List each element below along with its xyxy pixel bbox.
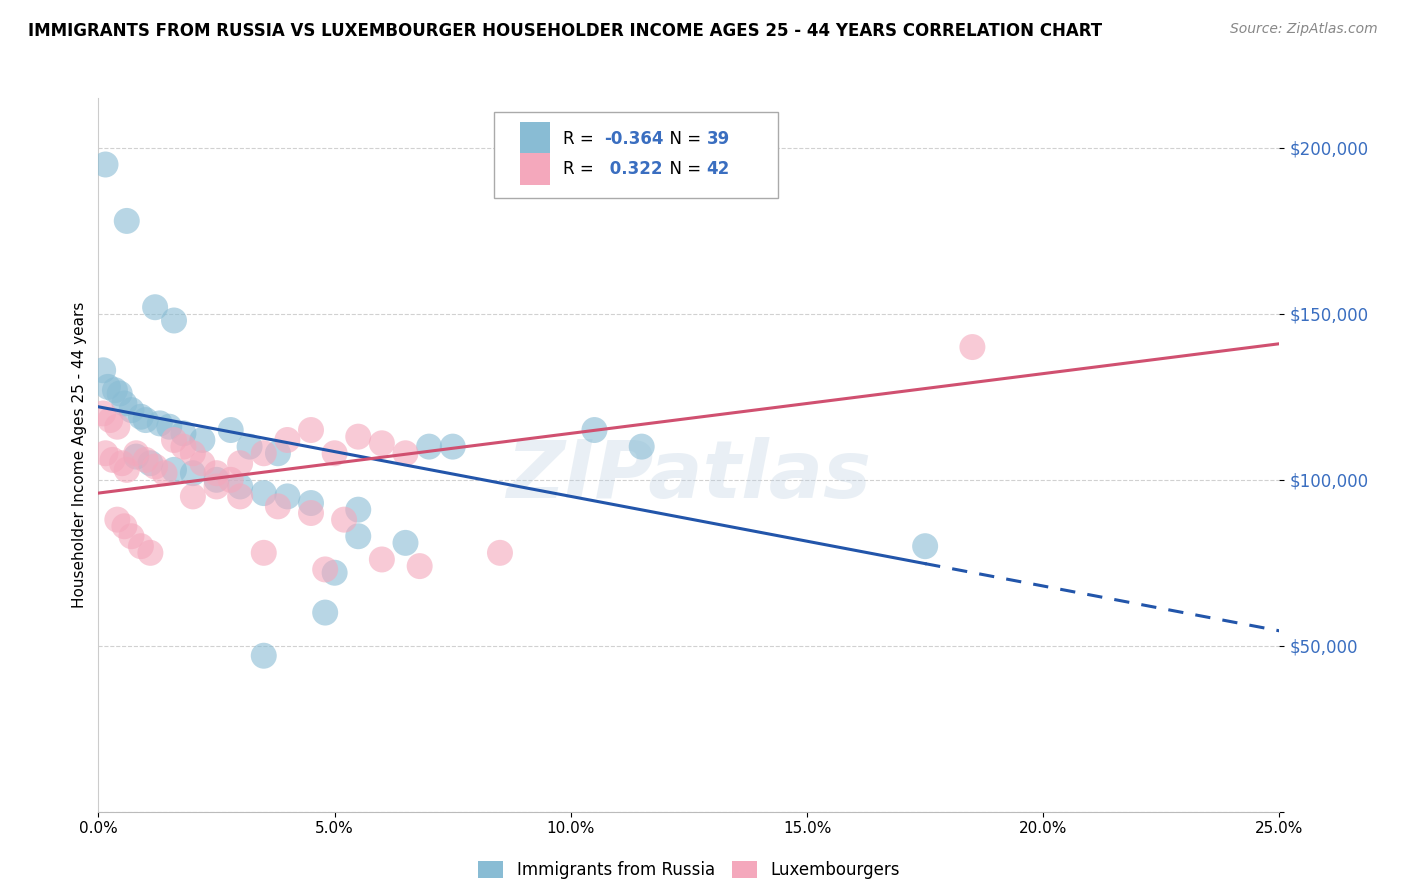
Point [163,313,186,327]
FancyBboxPatch shape [494,112,778,198]
Point [347,430,370,444]
Point [205,473,228,487]
Point [323,446,346,460]
Point [394,446,416,460]
Point [276,490,298,504]
Point [205,479,228,493]
Point [101,453,124,467]
Point [94,157,117,171]
Point [115,214,138,228]
Point [299,496,322,510]
Point [583,423,606,437]
Point [408,559,430,574]
Point [105,419,128,434]
Point [129,409,152,424]
Point [229,490,252,504]
Point [105,513,128,527]
Point [191,433,214,447]
Text: IMMIGRANTS FROM RUSSIA VS LUXEMBOURGER HOUSEHOLDER INCOME AGES 25 - 44 YEARS COR: IMMIGRANTS FROM RUSSIA VS LUXEMBOURGER H… [28,22,1102,40]
Point [333,513,356,527]
Point [962,340,984,354]
Point [253,546,276,560]
Y-axis label: Householder Income Ages 25 - 44 years: Householder Income Ages 25 - 44 years [72,301,87,608]
Text: -0.364: -0.364 [605,130,664,148]
Point [239,440,262,454]
Text: N =: N = [659,161,707,178]
Point [125,446,148,460]
Point [253,486,276,500]
Point [314,606,336,620]
Point [323,566,346,580]
Point [94,446,117,460]
Point [299,506,322,520]
Point [163,463,186,477]
Text: 42: 42 [707,161,730,178]
Point [219,423,242,437]
Point [91,406,114,420]
Point [229,479,252,493]
Point [112,396,135,410]
Point [172,440,194,454]
Point [441,440,464,454]
Point [139,546,162,560]
Point [157,419,180,434]
Point [121,529,143,543]
Point [219,473,242,487]
Point [181,490,204,504]
Text: 39: 39 [707,130,730,148]
Point [276,433,298,447]
Point [267,446,290,460]
Legend: Immigrants from Russia, Luxembourgers: Immigrants from Russia, Luxembourgers [472,854,905,886]
Point [314,562,336,576]
Point [394,536,416,550]
FancyBboxPatch shape [520,153,550,186]
Point [630,440,652,454]
Point [253,446,276,460]
Point [108,386,131,401]
Point [418,440,440,454]
Point [172,426,194,441]
Point [181,466,204,480]
Text: N =: N = [659,130,707,148]
Point [121,403,143,417]
Point [98,413,121,427]
Point [111,456,134,470]
Point [371,436,394,450]
Text: R =: R = [562,130,599,148]
Point [104,383,127,397]
Text: Source: ZipAtlas.com: Source: ZipAtlas.com [1230,22,1378,37]
Point [347,502,370,516]
Point [129,539,152,553]
Point [139,456,162,470]
Point [112,519,135,533]
Point [191,456,214,470]
Text: ZIPatlas: ZIPatlas [506,437,872,516]
Point [489,546,512,560]
Point [143,459,166,474]
Point [135,413,157,427]
Point [914,539,936,553]
Point [143,300,166,314]
FancyBboxPatch shape [520,121,550,153]
Point [253,648,276,663]
Point [91,363,114,377]
Point [299,423,322,437]
Point [163,433,186,447]
Text: 0.322: 0.322 [605,161,662,178]
Point [371,552,394,566]
Point [267,500,290,514]
Point [229,456,252,470]
Point [347,529,370,543]
Point [205,466,228,480]
Point [153,466,176,480]
Point [135,453,157,467]
Point [97,380,120,394]
Point [115,463,138,477]
Point [125,450,148,464]
Point [149,417,172,431]
Point [181,446,204,460]
Text: R =: R = [562,161,599,178]
